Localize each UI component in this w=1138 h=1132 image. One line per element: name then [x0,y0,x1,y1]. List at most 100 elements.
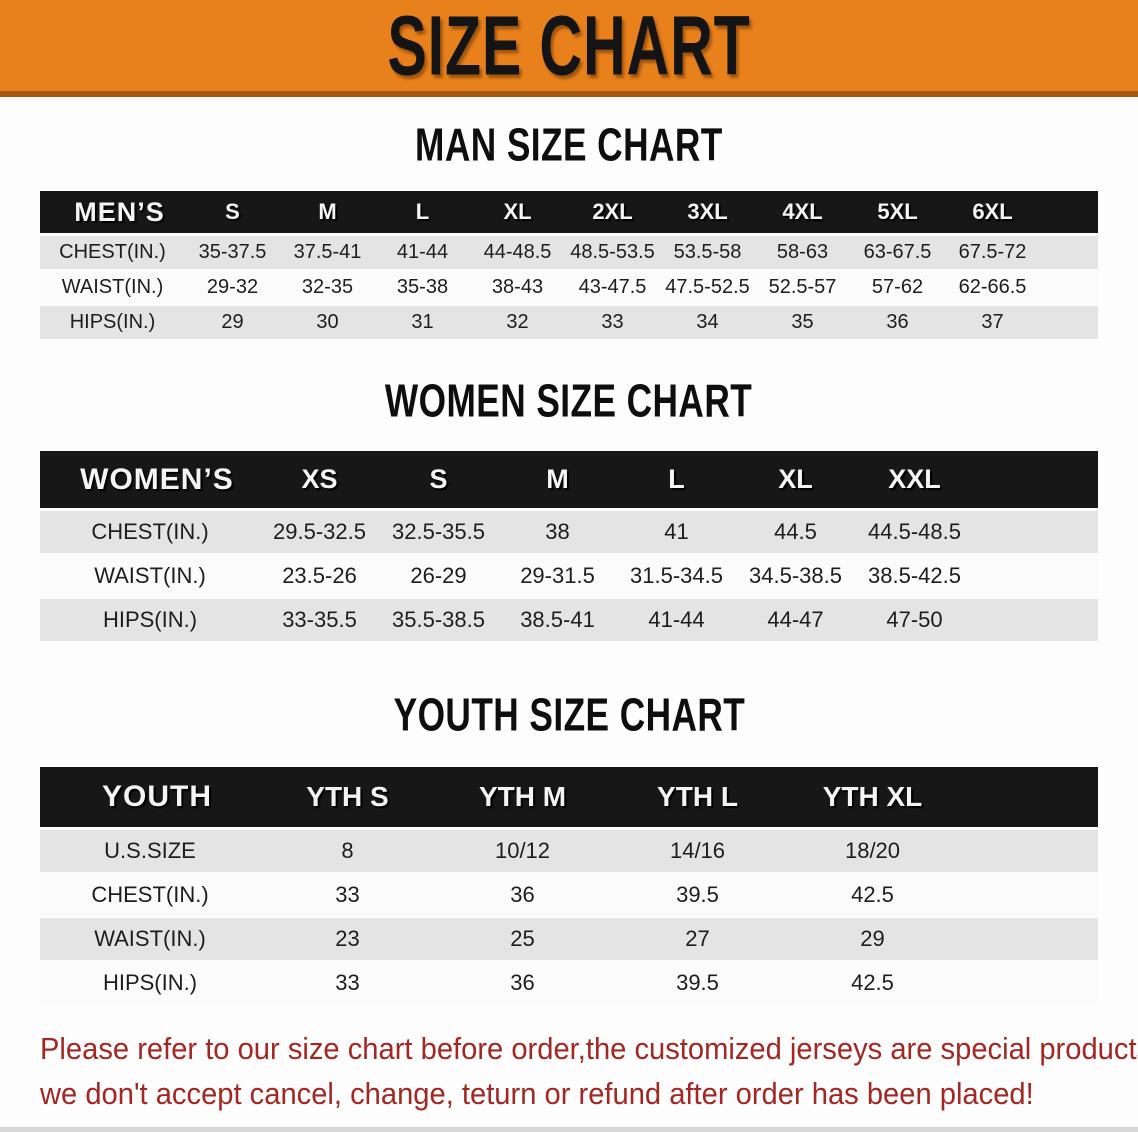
size-value-cell: 33-35.5 [260,599,379,643]
size-value-cell: 52.5-57 [755,271,850,306]
size-value-cell: 35 [755,306,850,341]
women-section-heading: WOMEN SIZE CHART [0,375,1138,427]
size-value-cell: 36 [850,306,945,341]
row-label: WAIST(IN.) [40,918,260,962]
row-label: CHEST(IN.) [40,874,260,918]
size-value-cell: 23.5-26 [260,555,379,599]
size-value-cell: 36 [435,874,610,918]
women-chest-row: CHEST(IN.) 29.5-32.5 32.5-35.5 38 41 44.… [40,511,1098,555]
size-column-header: S [185,191,280,236]
size-column-header: M [498,451,617,511]
size-value-cell: 38.5-41 [498,599,617,643]
men-size-table: MEN’S S M L XL 2XL 3XL 4XL 5XL 6XL CHEST… [40,191,1098,341]
size-value-cell: 63-67.5 [850,236,945,271]
row-label: U.S.SIZE [40,830,260,874]
size-value-cell: 26-29 [379,555,498,599]
size-value-cell: 29 [785,918,960,962]
filler-cell [974,451,1098,511]
size-value-cell: 48.5-53.5 [565,236,660,271]
size-column-header: YTH S [260,767,435,830]
disclaimer-text: Please refer to our size chart before or… [40,1026,1138,1116]
size-column-header: YTH M [435,767,610,830]
men-chest-row: CHEST(IN.) 35-37.5 37.5-41 41-44 44-48.5… [40,236,1098,271]
size-value-cell: 62-66.5 [945,271,1040,306]
women-waist-row: WAIST(IN.) 23.5-26 26-29 29-31.5 31.5-34… [40,555,1098,599]
size-column-header: L [617,451,736,511]
size-value-cell: 31 [375,306,470,341]
filler-cell [974,555,1098,599]
size-value-cell: 67.5-72 [945,236,1040,271]
youth-chest-row: CHEST(IN.) 33 36 39.5 42.5 [40,874,1098,918]
size-column-header: 6XL [945,191,1040,236]
filler-cell [960,962,1098,1006]
size-value-cell: 23 [260,918,435,962]
size-value-cell: 8 [260,830,435,874]
filler-cell [960,830,1098,874]
size-column-header: 5XL [850,191,945,236]
size-value-cell: 37.5-41 [280,236,375,271]
women-header-row: WOMEN’S XS S M L XL XXL [40,451,1098,511]
row-label: WAIST(IN.) [40,271,185,306]
size-value-cell: 43-47.5 [565,271,660,306]
women-table-label: WOMEN’S [40,451,260,511]
size-value-cell: 32.5-35.5 [379,511,498,555]
men-header-row: MEN’S S M L XL 2XL 3XL 4XL 5XL 6XL [40,191,1098,236]
size-value-cell: 42.5 [785,874,960,918]
youth-header-row: YOUTH YTH S YTH M YTH L YTH XL [40,767,1098,830]
men-table-label: MEN’S [40,191,185,236]
size-value-cell: 27 [610,918,785,962]
banner-title: SIZE CHART [387,0,751,93]
size-value-cell: 41-44 [375,236,470,271]
man-section-heading: MAN SIZE CHART [0,119,1138,171]
size-value-cell: 34.5-38.5 [736,555,855,599]
size-value-cell: 41-44 [617,599,736,643]
youth-section-heading: YOUTH SIZE CHART [0,689,1138,741]
youth-heading-text: YOUTH SIZE CHART [393,689,745,741]
size-value-cell: 44-47 [736,599,855,643]
size-value-cell: 29-32 [185,271,280,306]
size-value-cell: 30 [280,306,375,341]
size-value-cell: 35-38 [375,271,470,306]
size-value-cell: 31.5-34.5 [617,555,736,599]
disclaimer-line-1: Please refer to our size chart before or… [40,1031,1138,1066]
size-column-header: S [379,451,498,511]
filler-cell [1040,271,1098,306]
row-label: HIPS(IN.) [40,962,260,1006]
row-label: CHEST(IN.) [40,511,260,555]
row-label: CHEST(IN.) [40,236,185,271]
size-value-cell: 38-43 [470,271,565,306]
row-label: HIPS(IN.) [40,599,260,643]
filler-cell [1040,236,1098,271]
size-value-cell: 44.5 [736,511,855,555]
size-value-cell: 44.5-48.5 [855,511,974,555]
women-size-table: WOMEN’S XS S M L XL XXL CHEST(IN.) 29.5-… [40,451,1098,643]
size-value-cell: 35.5-38.5 [379,599,498,643]
women-heading-text: WOMEN SIZE CHART [385,375,753,427]
size-column-header: 3XL [660,191,755,236]
size-value-cell: 29.5-32.5 [260,511,379,555]
size-value-cell: 32-35 [280,271,375,306]
size-column-header: 4XL [755,191,850,236]
size-value-cell: 47-50 [855,599,974,643]
size-column-header: YTH XL [785,767,960,830]
size-value-cell: 14/16 [610,830,785,874]
youth-table-label: YOUTH [40,767,260,830]
row-label: HIPS(IN.) [40,306,185,341]
size-value-cell: 38 [498,511,617,555]
size-value-cell: 29-31.5 [498,555,617,599]
size-column-header: YTH L [610,767,785,830]
size-value-cell: 44-48.5 [470,236,565,271]
size-value-cell: 33 [260,874,435,918]
bottom-edge-strip [0,1127,1138,1132]
youth-ussize-row: U.S.SIZE 8 10/12 14/16 18/20 [40,830,1098,874]
size-column-header: XL [470,191,565,236]
size-value-cell: 53.5-58 [660,236,755,271]
filler-cell [960,918,1098,962]
filler-cell [960,767,1098,830]
size-value-cell: 33 [565,306,660,341]
row-label: WAIST(IN.) [40,555,260,599]
size-value-cell: 42.5 [785,962,960,1006]
size-value-cell: 36 [435,962,610,1006]
size-chart-banner: SIZE CHART [0,0,1138,97]
